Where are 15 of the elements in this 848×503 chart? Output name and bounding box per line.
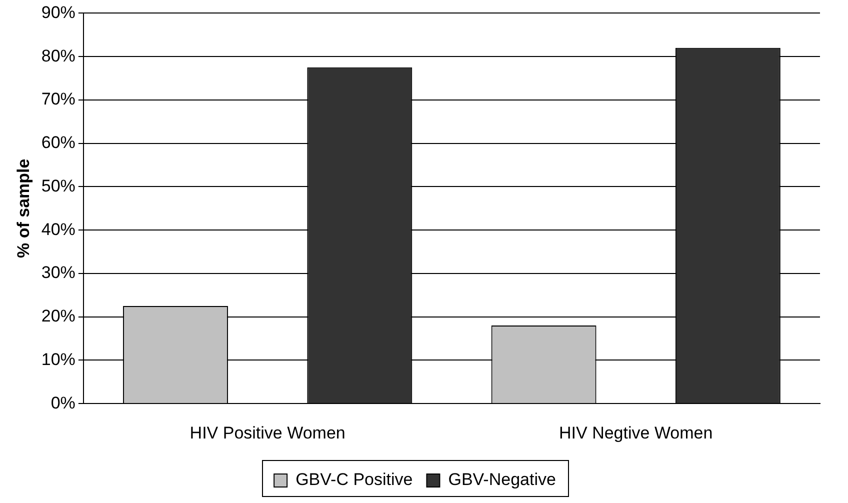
y-tick-label: 80% bbox=[41, 46, 76, 66]
legend-label: GBV-Negative bbox=[448, 470, 556, 490]
y-tick-label: 10% bbox=[41, 350, 76, 369]
legend-label: GBV-C Positive bbox=[296, 470, 413, 490]
y-tick-label: 20% bbox=[41, 306, 76, 326]
y-tick-label: 60% bbox=[41, 133, 76, 152]
y-tick-label: 30% bbox=[41, 263, 76, 282]
y-tick-label: 0% bbox=[50, 393, 76, 412]
y-tick-label: 40% bbox=[41, 220, 76, 239]
y-tick-label: 70% bbox=[41, 90, 76, 109]
x-tick-label: HIV Positive Women bbox=[190, 423, 346, 442]
y-tick-label: 90% bbox=[41, 2, 76, 22]
y-axis-title: % of sample bbox=[14, 158, 33, 258]
x-tick-label: HIV Negtive Women bbox=[559, 423, 713, 442]
y-tick-label: 50% bbox=[41, 176, 76, 196]
